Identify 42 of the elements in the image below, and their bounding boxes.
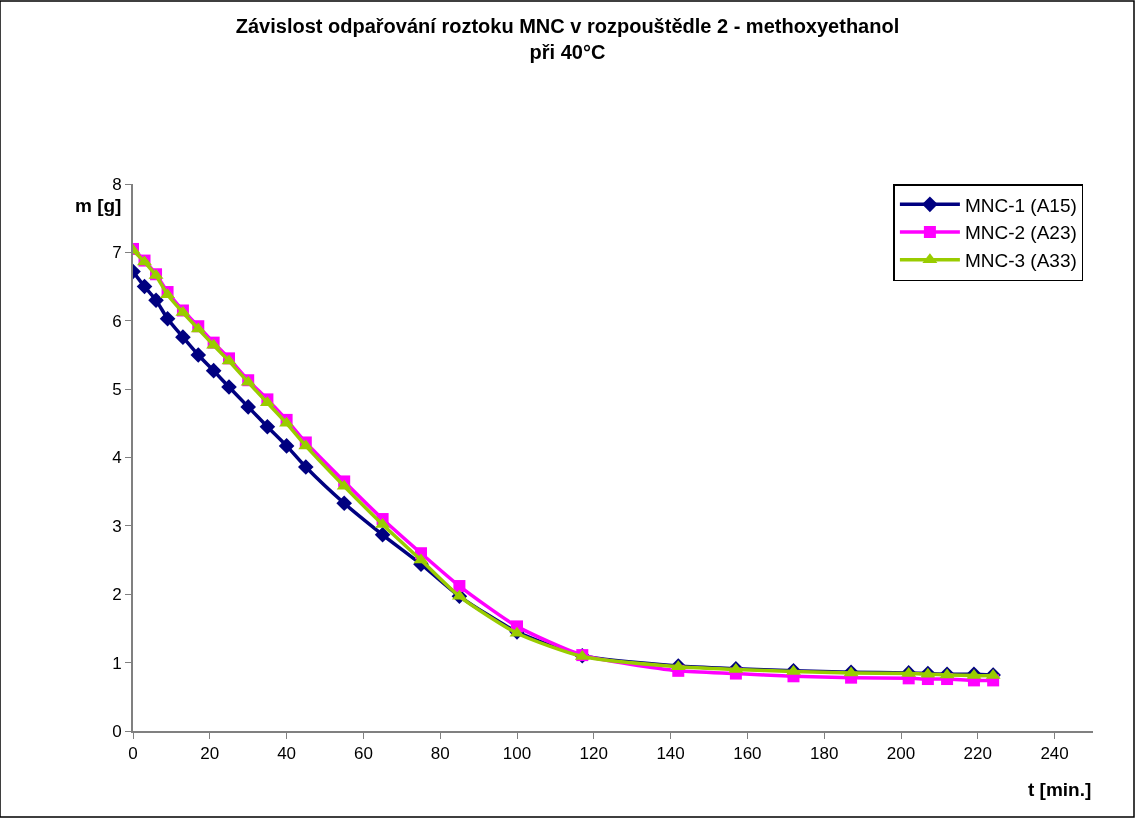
x-tick-label: 80 bbox=[430, 744, 450, 764]
x-axis-title: t [min.] bbox=[1028, 779, 1092, 800]
point bbox=[278, 438, 295, 454]
y-tick-label: 1 bbox=[112, 653, 122, 673]
point bbox=[148, 292, 164, 309]
x-tick-label: 20 bbox=[200, 744, 220, 764]
y-tick-label: 0 bbox=[112, 721, 122, 741]
y-tick-label: 3 bbox=[112, 516, 122, 536]
legend-label: MNC-3 (A33) bbox=[964, 250, 1077, 272]
y-tick-label: 7 bbox=[112, 243, 122, 263]
x-tick-label: 180 bbox=[810, 744, 839, 764]
point bbox=[221, 379, 237, 395]
x-tick-label: 220 bbox=[963, 744, 992, 764]
x-tick-label: 240 bbox=[1040, 744, 1069, 764]
legend-label: MNC-1 (A15) bbox=[964, 194, 1077, 216]
x-tick-label: 160 bbox=[733, 744, 762, 764]
x-tick-label: 200 bbox=[886, 744, 916, 764]
point bbox=[136, 278, 153, 295]
x-tick-label: 100 bbox=[502, 744, 532, 764]
point bbox=[159, 310, 176, 327]
point bbox=[175, 329, 191, 345]
point bbox=[240, 399, 256, 415]
x-tick-label: 60 bbox=[353, 744, 373, 764]
x-tick-label: 0 bbox=[128, 744, 138, 764]
point bbox=[298, 459, 314, 475]
chart-title: Závislost odpařování roztoku MNC v rozpouštědle 2 - methoxyethanol při 40°C bbox=[235, 14, 900, 63]
y-tick-label: 8 bbox=[112, 174, 122, 194]
x-tick-label: 120 bbox=[579, 744, 608, 764]
y-axis-title: m [g] bbox=[75, 195, 122, 216]
y-tick-label: 6 bbox=[112, 311, 122, 331]
y-tick-label: 5 bbox=[112, 380, 122, 400]
x-tick-label: 40 bbox=[277, 744, 297, 764]
point bbox=[336, 495, 352, 512]
y-tick-label: 4 bbox=[112, 448, 122, 468]
point bbox=[205, 362, 222, 379]
point bbox=[190, 347, 207, 363]
point bbox=[453, 580, 466, 593]
legend-label: MNC-2 (A23) bbox=[964, 222, 1077, 244]
x-tick-label: 140 bbox=[656, 744, 685, 764]
point bbox=[374, 526, 391, 543]
point bbox=[259, 418, 276, 435]
y-tick-label: 2 bbox=[112, 585, 122, 605]
